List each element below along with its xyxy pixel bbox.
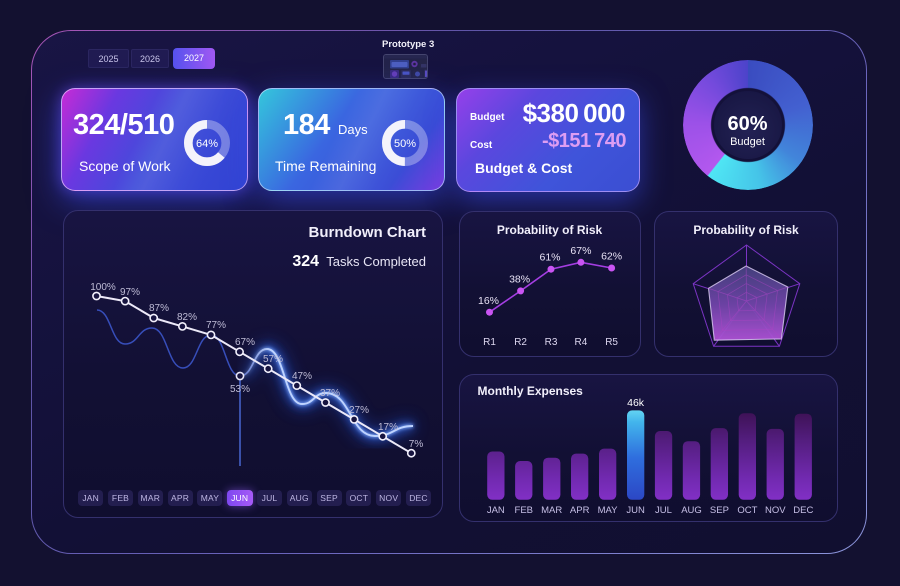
- svg-text:R3: R3: [544, 337, 557, 348]
- svg-text:53%: 53%: [230, 384, 250, 395]
- svg-text:MAR: MAR: [541, 505, 562, 516]
- svg-text:7%: 7%: [409, 439, 424, 450]
- svg-text:R4: R4: [574, 337, 587, 348]
- svg-text:62%: 62%: [601, 251, 622, 263]
- svg-text:64%: 64%: [196, 138, 218, 150]
- svg-text:R2: R2: [514, 337, 527, 348]
- svg-text:47%: 47%: [292, 371, 312, 382]
- svg-text:46k: 46k: [627, 397, 645, 409]
- svg-text:NOV: NOV: [765, 505, 786, 516]
- svg-text:61%: 61%: [539, 252, 560, 264]
- svg-text:AUG: AUG: [681, 505, 702, 516]
- svg-text:67%: 67%: [235, 337, 255, 348]
- svg-text:97%: 97%: [120, 287, 140, 298]
- svg-text:SEP: SEP: [709, 505, 728, 516]
- svg-text:17%: 17%: [378, 422, 398, 433]
- svg-text:OCT: OCT: [737, 505, 757, 516]
- svg-text:87%: 87%: [149, 303, 169, 314]
- svg-text:82%: 82%: [177, 312, 197, 323]
- svg-text:R1: R1: [483, 337, 496, 348]
- svg-text:JUN: JUN: [626, 505, 645, 516]
- svg-text:100%: 100%: [90, 282, 116, 293]
- svg-text:MAY: MAY: [597, 505, 618, 516]
- svg-text:R5: R5: [605, 337, 618, 348]
- svg-text:FEB: FEB: [514, 505, 532, 516]
- svg-text:57%: 57%: [263, 354, 283, 365]
- svg-text:37%: 37%: [320, 388, 340, 399]
- svg-text:APR: APR: [569, 505, 589, 516]
- svg-text:38%: 38%: [509, 274, 530, 286]
- svg-text:JAN: JAN: [486, 505, 504, 516]
- svg-text:67%: 67%: [570, 245, 591, 257]
- svg-text:DEC: DEC: [793, 505, 813, 516]
- svg-text:JUL: JUL: [655, 505, 672, 516]
- svg-text:27%: 27%: [349, 405, 369, 416]
- svg-text:50%: 50%: [394, 138, 416, 150]
- svg-text:16%: 16%: [477, 295, 498, 307]
- svg-text:77%: 77%: [206, 320, 226, 331]
